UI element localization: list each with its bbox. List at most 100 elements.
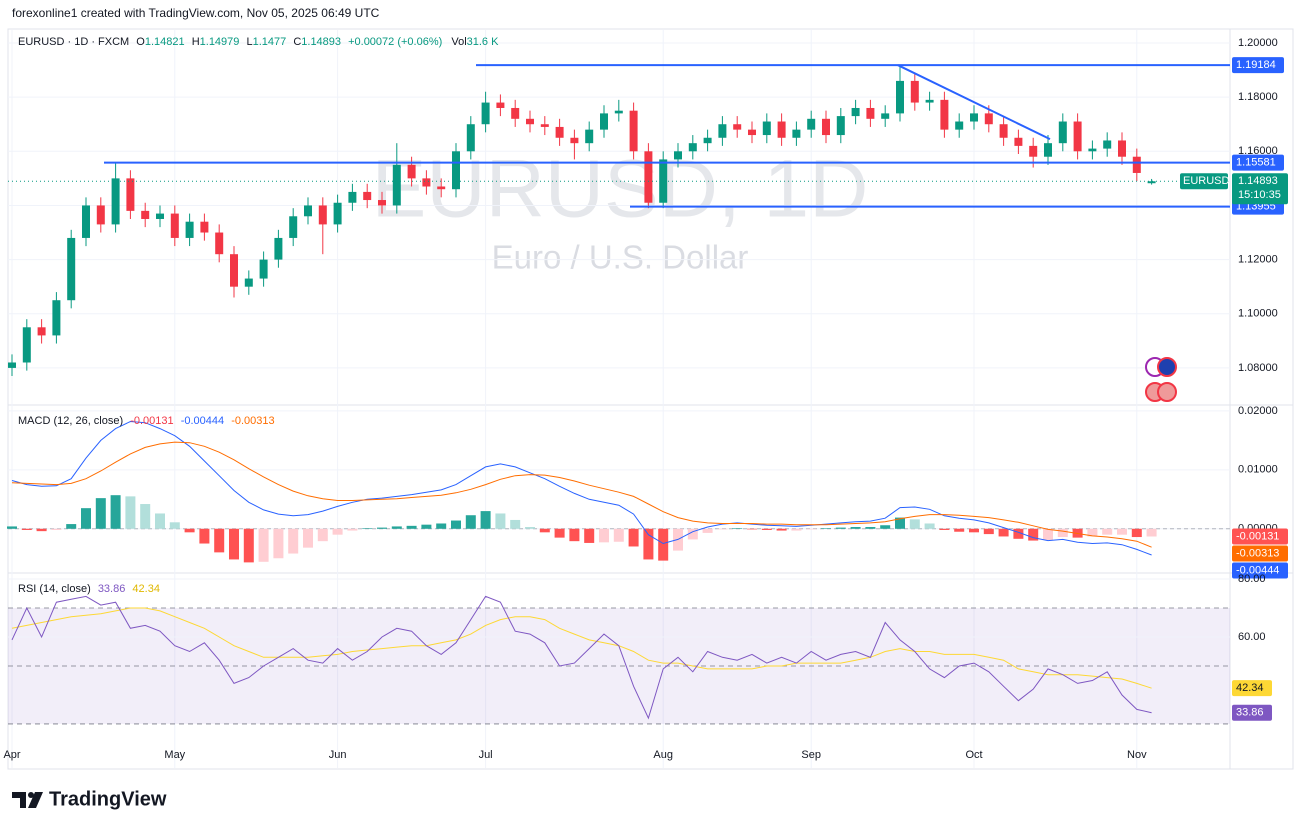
y-tick-label: 1.18000 [1238, 91, 1278, 103]
histogram-bar [761, 528, 772, 530]
candle-body [96, 205, 105, 225]
histogram-bar [362, 528, 373, 529]
histogram-bar [1087, 528, 1098, 537]
candle-body [629, 110, 638, 152]
histogram-bar [1028, 528, 1039, 541]
y-tick-label: 1.10000 [1238, 308, 1278, 320]
legend-value: 1.1477 [253, 36, 287, 48]
histogram-bar [406, 525, 417, 529]
candle-body [1088, 148, 1097, 152]
candle-body [1029, 145, 1038, 157]
candle-body [1044, 143, 1052, 157]
candle-body [600, 113, 608, 130]
candle-body [111, 178, 120, 225]
candle-body [37, 327, 46, 336]
x-tick-label: Aug [653, 749, 673, 761]
histogram-bar [895, 517, 905, 529]
histogram-bar [835, 527, 846, 529]
histogram-bar [451, 520, 461, 529]
candle-body [230, 254, 238, 287]
signal-line [11, 441, 1152, 548]
candle-body [762, 121, 771, 136]
candle-body [570, 137, 579, 144]
macd-value-label: -0.00131 [1236, 530, 1279, 542]
histogram-bar [806, 528, 817, 530]
histogram-bar [243, 528, 254, 563]
x-tick-label: May [164, 749, 185, 761]
candle-body [777, 121, 786, 138]
histogram-bar [288, 528, 299, 554]
histogram-bar [169, 522, 180, 529]
candle-body [733, 124, 742, 130]
histogram-bar [21, 528, 32, 530]
histogram-bar [303, 528, 313, 548]
histogram-bar [643, 528, 654, 560]
histogram-bar [480, 511, 491, 529]
candle-body [940, 99, 949, 130]
histogram-bar [214, 528, 225, 553]
brand-name: TradingView [49, 788, 167, 810]
y-tick-label: 0.01000 [1238, 464, 1278, 476]
legend-label: Vol [451, 36, 466, 48]
histogram-bar [51, 528, 62, 530]
legend-value: 1.14893 [301, 36, 341, 48]
histogram-bar [939, 528, 950, 530]
histogram-bar [495, 513, 506, 529]
candle-body [703, 137, 712, 144]
histogram-bar [599, 528, 609, 543]
histogram-bar [110, 495, 121, 529]
x-tick-label: Oct [965, 749, 982, 761]
candle-body [1073, 121, 1082, 152]
symbol-tag-box [1180, 173, 1228, 190]
last-price: 1.14893 [1238, 175, 1278, 187]
histogram-bar [954, 528, 965, 532]
histogram-bar [983, 528, 994, 535]
y-tick-label: 0.02000 [1238, 405, 1278, 417]
histogram-bar [569, 528, 580, 542]
x-tick-label: Jun [329, 749, 347, 761]
histogram-bar [821, 528, 831, 529]
legend-label: H [192, 36, 200, 48]
candle-body [718, 124, 727, 138]
candle-body [688, 143, 697, 152]
attribution: forexonline1 created with TradingView.co… [12, 6, 380, 20]
histogram-bar [332, 528, 343, 535]
macd-line [11, 420, 1152, 556]
histogram-bar [391, 526, 402, 529]
logo-mark [28, 792, 43, 808]
histogram-bar [81, 508, 91, 529]
candle-body [910, 80, 919, 103]
watermark-symbol: EURUSD, 1D [372, 144, 869, 235]
y-tick-label: 1.16000 [1238, 145, 1278, 157]
candle-body [1058, 121, 1067, 144]
candle-body [22, 327, 31, 363]
histogram-bar [1117, 528, 1127, 535]
candle-body [851, 107, 860, 117]
histogram-bar [1102, 528, 1113, 535]
histogram-bar [258, 528, 269, 562]
trend-line [897, 64, 1051, 141]
candle-body [881, 113, 890, 119]
level-label: 1.15581 [1236, 157, 1276, 169]
event-icon [1157, 382, 1177, 402]
candle-body [304, 205, 312, 217]
histogram-bar [584, 528, 595, 543]
candle-body [156, 213, 164, 219]
macd-value-label-box [1232, 528, 1288, 545]
candle-body [526, 118, 534, 125]
histogram-bar [791, 528, 802, 531]
histogram-bar [140, 504, 151, 529]
candle-body [1014, 137, 1023, 146]
histogram-bar [628, 528, 639, 547]
candle-body [170, 213, 179, 238]
histogram-bar [125, 496, 136, 529]
candle-body [141, 210, 150, 219]
histogram-bar [510, 519, 521, 529]
legend-label: L [246, 36, 252, 48]
histogram-bar [924, 523, 935, 529]
candle-body [555, 126, 564, 138]
rsi-ma-value-label: 42.34 [1236, 682, 1264, 694]
histogram-bar [969, 528, 979, 533]
brand-logo [12, 792, 43, 808]
logo-mark [12, 792, 26, 808]
